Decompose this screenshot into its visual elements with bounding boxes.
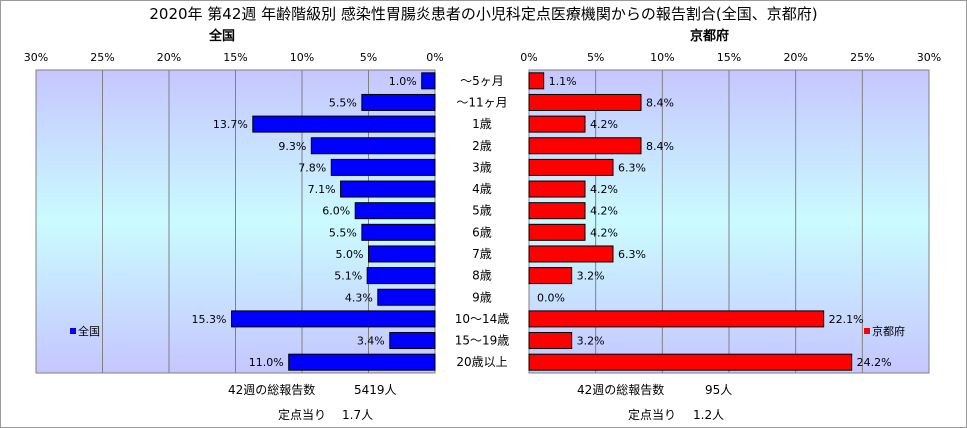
- data-label-zenkoku: 7.1%: [308, 183, 336, 196]
- bar-zenkoku: [377, 288, 436, 306]
- bar-kyoto: [528, 72, 545, 90]
- category-label: ～11ヶ月: [456, 95, 507, 109]
- bar-zenkoku: [330, 158, 436, 176]
- data-label-kyoto: 24.2%: [857, 356, 892, 369]
- left-total-value: 5419人: [354, 383, 397, 397]
- category-label: 3歳: [472, 160, 492, 174]
- bar-zenkoku: [366, 267, 436, 285]
- data-label-zenkoku: 11.0%: [249, 356, 284, 369]
- category-label: 5歳: [472, 204, 492, 218]
- data-label-kyoto: 1.1%: [549, 75, 577, 88]
- data-label-kyoto: 4.2%: [590, 183, 618, 196]
- data-label-zenkoku: 7.8%: [298, 161, 326, 174]
- bar-kyoto: [528, 310, 825, 328]
- tick-label-right: 0%: [520, 51, 537, 64]
- data-label-zenkoku: 1.0%: [389, 75, 417, 88]
- left-per-value: 1.7人: [342, 408, 374, 422]
- tick-label-right: 5%: [587, 51, 604, 64]
- data-label-zenkoku: 5.5%: [329, 96, 357, 109]
- tick-label-right: 10%: [650, 51, 674, 64]
- data-label-kyoto: 3.2%: [577, 270, 605, 283]
- left-panel-heading: 全国: [209, 29, 236, 44]
- bar-zenkoku: [288, 353, 436, 371]
- legend-label-zenkoku: 全国: [78, 324, 100, 338]
- data-label-kyoto: 8.4%: [646, 140, 674, 153]
- category-label: 4歳: [472, 182, 492, 196]
- data-label-kyoto: 8.4%: [646, 96, 674, 109]
- tick-label-left: 10%: [290, 51, 314, 64]
- left-per-label: 定点当り: [278, 408, 327, 422]
- tick-label-left: 5%: [360, 51, 377, 64]
- data-label-zenkoku: 6.0%: [322, 205, 350, 218]
- category-label: 10～14歳: [455, 312, 510, 326]
- category-label: 2歳: [472, 139, 492, 153]
- data-label-zenkoku: 5.5%: [329, 226, 357, 239]
- bar-kyoto: [528, 93, 642, 111]
- data-label-zenkoku: 3.4%: [357, 335, 385, 348]
- data-label-zenkoku: 5.1%: [334, 270, 362, 283]
- data-label-kyoto: 0.0%: [537, 291, 565, 304]
- legend-swatch-kyoto: [864, 328, 870, 334]
- bar-kyoto: [528, 158, 614, 176]
- data-label-zenkoku: 5.0%: [336, 248, 364, 261]
- bar-kyoto: [528, 180, 586, 198]
- legend-swatch-zenkoku: [70, 328, 76, 334]
- bar-zenkoku: [252, 115, 436, 133]
- category-label: 6歳: [472, 225, 492, 239]
- bar-kyoto: [528, 202, 586, 220]
- bar-zenkoku: [340, 180, 436, 198]
- tick-label-right: 30%: [917, 51, 941, 64]
- right-panel-heading: 京都府: [690, 29, 730, 44]
- category-label: ～5ヶ月: [460, 74, 504, 88]
- bar-zenkoku: [421, 72, 436, 90]
- tick-label-left: 15%: [223, 51, 247, 64]
- data-label-kyoto: 6.3%: [618, 161, 646, 174]
- right-total-value: 95人: [705, 383, 733, 397]
- data-label-zenkoku: 15.3%: [192, 313, 227, 326]
- right-total-label: 42週の総報告数: [577, 383, 665, 397]
- bar-kyoto: [528, 223, 586, 241]
- bar-kyoto: [528, 353, 853, 371]
- bar-zenkoku: [361, 93, 436, 111]
- category-label: 7歳: [472, 247, 492, 261]
- data-label-zenkoku: 9.3%: [278, 140, 306, 153]
- bar-zenkoku: [361, 223, 436, 241]
- bar-zenkoku: [354, 202, 436, 220]
- legend-label-kyoto: 京都府: [872, 324, 905, 338]
- tick-label-right: 20%: [783, 51, 807, 64]
- category-label: 1歳: [472, 117, 492, 131]
- tick-label-right: 25%: [850, 51, 874, 64]
- bar-kyoto: [528, 137, 642, 155]
- bar-kyoto: [528, 267, 573, 285]
- data-label-kyoto: 4.2%: [590, 226, 618, 239]
- data-label-kyoto: 4.2%: [590, 118, 618, 131]
- data-label-zenkoku: 13.7%: [213, 118, 248, 131]
- bar-zenkoku: [310, 137, 436, 155]
- bar-kyoto: [528, 245, 614, 263]
- category-label: 9歳: [472, 290, 492, 304]
- data-label-kyoto: 22.1%: [829, 313, 864, 326]
- bar-kyoto: [528, 115, 586, 133]
- data-label-kyoto: 3.2%: [577, 335, 605, 348]
- category-label: 20歳以上: [456, 355, 507, 369]
- category-label: 8歳: [472, 269, 492, 283]
- bar-zenkoku: [389, 332, 436, 350]
- left-total-label: 42週の総報告数: [228, 383, 316, 397]
- tick-label-left: 30%: [24, 51, 48, 64]
- tick-label-left: 0%: [426, 51, 443, 64]
- tick-label-left: 20%: [157, 51, 181, 64]
- data-label-kyoto: 6.3%: [618, 248, 646, 261]
- bar-zenkoku: [368, 245, 436, 263]
- tick-label-left: 25%: [90, 51, 114, 64]
- tick-label-right: 15%: [717, 51, 741, 64]
- chart-title: 2020年 第42週 年齢階級別 感染性胃腸炎患者の小児科定点医療機関からの報告…: [149, 5, 818, 23]
- data-label-zenkoku: 4.3%: [345, 291, 373, 304]
- right-per-label: 定点当り: [628, 408, 677, 422]
- right-per-value: 1.2人: [693, 408, 725, 422]
- bar-zenkoku: [231, 310, 436, 328]
- category-label: 15～19歳: [455, 334, 510, 348]
- bar-kyoto: [528, 332, 573, 350]
- data-label-kyoto: 4.2%: [590, 205, 618, 218]
